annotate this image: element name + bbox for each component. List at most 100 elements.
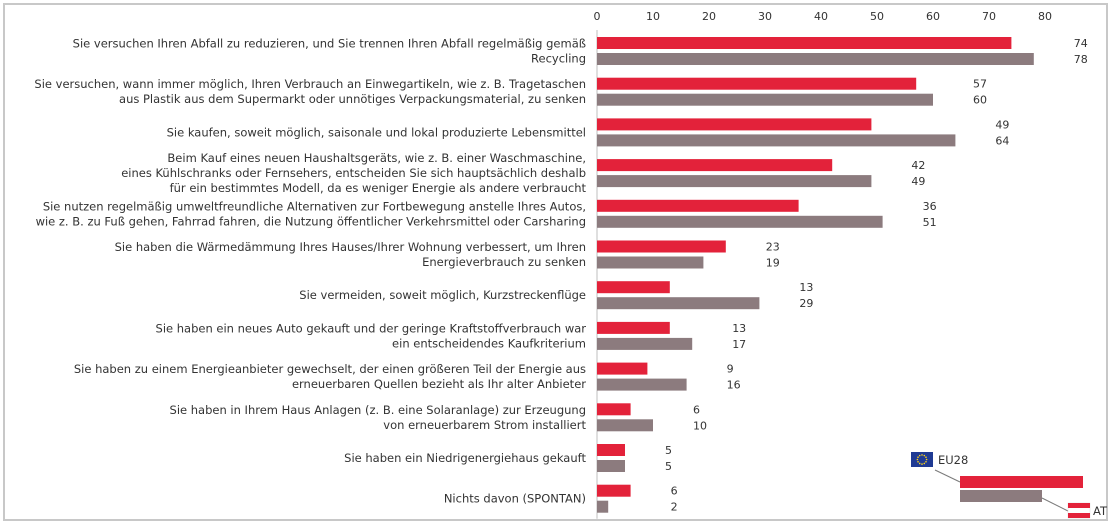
bar-eu28: [597, 37, 1012, 49]
bar-at: [597, 297, 760, 310]
eu-flag-star: [925, 458, 928, 461]
chart-frame: [3, 3, 1108, 521]
data-label: 78: [1074, 53, 1088, 66]
bar-eu28: [597, 159, 833, 172]
legend-label-at: AT: [1093, 504, 1108, 518]
legend-leader-line: [1041, 497, 1069, 512]
bar-eu28: [597, 444, 625, 456]
category-label: Sie haben die Wärmedämmung Ihres Hauses/…: [115, 240, 586, 254]
data-label: 9: [727, 363, 734, 376]
data-label: 23: [766, 241, 780, 254]
austria-flag-stripe: [1068, 503, 1090, 508]
x-tick-label: 10: [646, 10, 660, 23]
data-label: 51: [923, 216, 937, 229]
data-label: 16: [727, 379, 741, 392]
bar-at: [597, 93, 933, 106]
category-label: für ein bestimmtes Modell, da es weniger…: [170, 181, 587, 195]
category-label: Sie versuchen, wann immer möglich, Ihren…: [34, 77, 586, 91]
x-tick-label: 40: [814, 10, 828, 23]
data-label: 2: [671, 501, 678, 514]
category-label: Sie nutzen regelmäßig umweltfreundliche …: [43, 199, 586, 213]
x-tick-label: 50: [870, 10, 884, 23]
x-tick-label: 60: [926, 10, 940, 23]
bar-at: [597, 460, 625, 472]
austria-flag-stripe: [1068, 513, 1090, 518]
data-label: 13: [732, 322, 746, 335]
x-tick-label: 70: [982, 10, 996, 23]
eu-flag-star: [918, 462, 921, 465]
category-label: eines Kühlschranks oder Fernsehers, ents…: [121, 166, 586, 180]
data-label: 74: [1074, 37, 1088, 50]
eu-flag-star: [918, 454, 921, 457]
eu-flag-star: [923, 462, 926, 465]
bar-eu28: [597, 321, 670, 334]
bar-eu28: [597, 199, 799, 212]
bar-at: [597, 378, 687, 391]
category-label: Sie vermeiden, soweit möglich, Kurzstrec…: [299, 288, 586, 302]
bar-at: [597, 215, 883, 228]
data-label: 57: [973, 78, 987, 91]
category-label: Sie haben in Ihrem Haus Anlagen (z. B. e…: [170, 403, 586, 417]
legend-leader-line: [934, 469, 961, 483]
eu-flag-icon: [911, 452, 933, 467]
data-label: 5: [665, 460, 672, 473]
legend-bar-at: [960, 490, 1042, 502]
category-label: Sie haben ein Niedrigenergiehaus gekauft: [344, 451, 586, 465]
data-label: 10: [693, 419, 707, 432]
legend-label-eu28: EU28: [938, 453, 968, 467]
bar-at: [597, 175, 872, 188]
category-label: von erneuerbarem Strom installiert: [383, 418, 586, 432]
bar-eu28: [597, 118, 872, 131]
bar-at: [597, 500, 609, 513]
data-label: 36: [923, 200, 937, 213]
category-label: Sie kaufen, soweit möglich, saisonale un…: [167, 125, 586, 139]
category-label: erneuerbaren Quellen bezieht als Ihr alt…: [292, 377, 586, 391]
data-label: 60: [973, 94, 987, 107]
bar-eu28: [597, 240, 726, 253]
bar-at: [597, 53, 1034, 65]
data-label: 5: [665, 444, 672, 457]
data-label: 64: [995, 134, 1009, 147]
bar-at: [597, 419, 653, 432]
eu-flag-star: [917, 456, 919, 459]
data-label: 19: [766, 257, 780, 270]
eu-flag-star: [921, 463, 923, 465]
eu-flag-star: [917, 461, 919, 463]
eu-flag-star: [925, 456, 927, 459]
data-label: 6: [671, 485, 678, 498]
category-label: wie z. B. zu Fuß gehen, Fahrrad fahren, …: [36, 214, 586, 228]
data-label: 49: [911, 175, 925, 188]
category-label: aus Plastik aus dem Supermarkt oder unnö…: [119, 92, 586, 106]
bar-at: [597, 256, 704, 269]
data-label: 42: [911, 159, 925, 172]
category-label: Recycling: [531, 52, 586, 66]
data-label: 29: [799, 297, 813, 310]
x-tick-label: 30: [758, 10, 772, 23]
category-label: Beim Kauf eines neuen Haushaltsgeräts, w…: [167, 151, 586, 165]
bar-at: [597, 134, 956, 147]
category-label: Nichts davon (SPONTAN): [444, 492, 586, 506]
eu-flag-star: [923, 454, 926, 457]
bar-eu28: [597, 362, 648, 375]
eu-flag-star: [925, 461, 927, 463]
legend-bar-eu28: [960, 476, 1083, 488]
data-label: 17: [732, 338, 746, 351]
data-label: 49: [995, 118, 1009, 131]
eu-flag-star: [916, 458, 919, 461]
category-label: ein entscheidendes Kaufkriterium: [392, 336, 586, 350]
category-label: Sie haben zu einem Energieanbieter gewec…: [74, 362, 586, 376]
x-tick-label: 80: [1038, 10, 1052, 23]
bar-eu28: [597, 77, 917, 90]
x-tick-label: 20: [702, 10, 716, 23]
eu-flag-star: [921, 454, 923, 456]
data-label: 13: [799, 281, 813, 294]
bar-eu28: [597, 484, 631, 497]
bar-eu28: [597, 403, 631, 416]
bar-at: [597, 337, 693, 350]
category-label: Sie versuchen Ihren Abfall zu reduzieren…: [73, 37, 586, 51]
bar-eu28: [597, 281, 670, 294]
category-label: Energieverbrauch zu senken: [422, 255, 586, 269]
data-label: 6: [693, 403, 700, 416]
category-label: Sie haben ein neues Auto gekauft und der…: [156, 321, 587, 335]
